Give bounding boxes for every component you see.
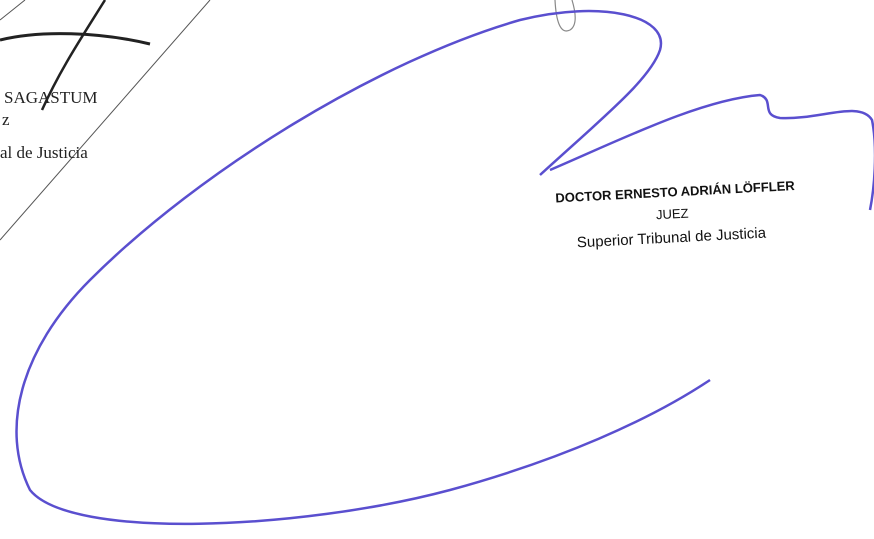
signature-loop <box>15 9 711 526</box>
signature-tail <box>549 93 874 211</box>
pen-stroke <box>40 0 107 111</box>
left-role: z <box>2 110 10 129</box>
left-court: al de Justicia <box>0 143 88 162</box>
pen-stroke <box>0 32 151 46</box>
right-name: DOCTOR ERNESTO ADRIÁN LÖFFLER <box>555 178 796 206</box>
left-name: SAGASTUM <box>4 88 98 107</box>
pen-stroke <box>0 0 26 21</box>
pen-stroke <box>554 0 576 32</box>
right-role: JUEZ <box>656 206 689 223</box>
right-court: Superior Tribunal de Justicia <box>577 225 768 252</box>
pen-stroke <box>0 0 211 241</box>
